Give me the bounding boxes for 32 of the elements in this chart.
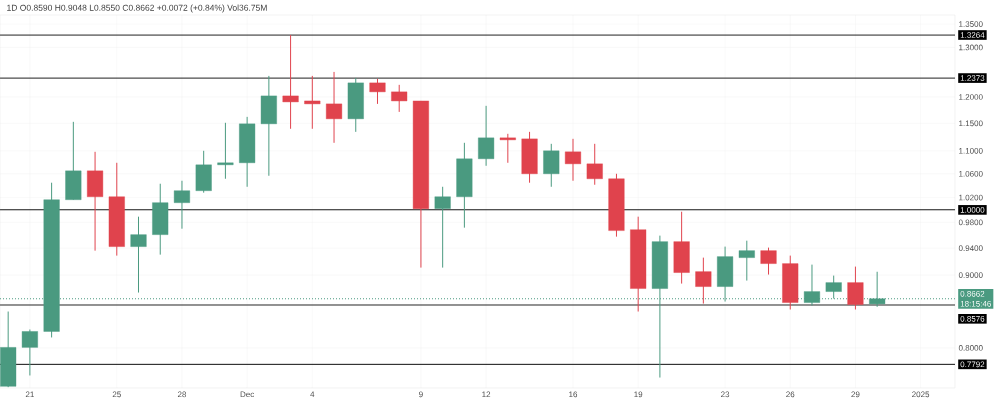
x-tick-label: 23 [721,391,730,398]
x-tick-label: 29 [851,391,860,398]
chart-title: 1D O0.8590 H0.9048 L0.8550 C0.8662 +0.0072 (+0.84%) Vol36.75M [7,4,267,13]
y-tick-label: 1.1500 [959,120,983,127]
ref-line-label: 1.2373 [960,75,985,81]
y-tick-label: 1.3000 [959,44,983,51]
y-tick-label: 0.8000 [958,345,983,351]
x-tick-label: 9 [419,391,423,398]
ref-line-label: 1.0000 [960,207,985,213]
x-tick-label: 12 [482,391,491,398]
x-tick-label: Dec [240,391,255,398]
y-tick-label: 1.3500 [959,21,983,27]
ref-line-label: 1.3264 [960,32,985,38]
y-tick-label: 0.9000 [958,272,983,278]
ref-line-label: 0.8662 [960,290,985,297]
y-tick-label: 1.0200 [959,194,983,201]
y-tick-label: 0.9400 [958,245,983,251]
x-tick-label: 2025 [912,391,930,398]
x-tick-label: 21 [25,391,34,398]
x-tick-label: 25 [112,391,121,398]
x-tick-label: 26 [786,391,795,398]
text: 18:15:46 [960,300,991,307]
y-tick-label: 0.9800 [958,219,983,226]
x-tick-label: 16 [569,391,578,398]
y-tick-label: 1.0600 [959,170,983,177]
y-tick-label: 1.1000 [959,148,983,154]
ref-line-label: 0.8576 [960,315,985,322]
y-tick-label: 1.2000 [959,94,983,100]
x-tick-label: 4 [310,391,315,398]
x-tick-label: 19 [634,391,643,398]
ref-line-label: 0.7792 [960,361,985,368]
x-tick-label: 28 [177,391,187,398]
